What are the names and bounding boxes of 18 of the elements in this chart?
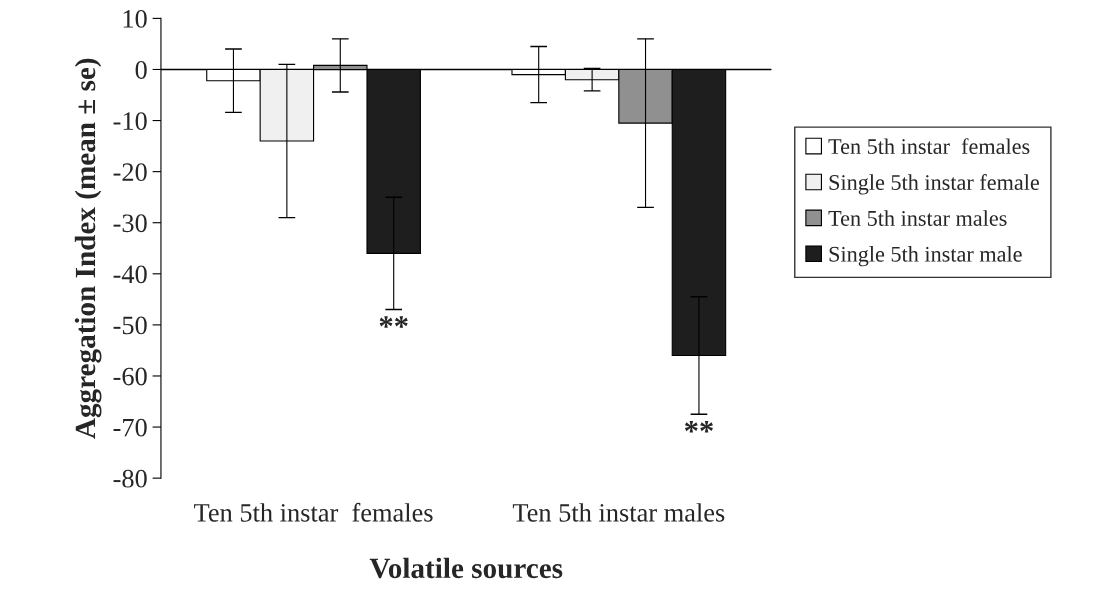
y-tick-label: -60 <box>113 367 147 386</box>
y-axis-title: Aggregation Index (mean ± se) <box>74 58 102 439</box>
y-tick-label: -70 <box>113 418 147 437</box>
y-tick-label: -40 <box>113 265 147 284</box>
y-tick-label: -20 <box>113 163 147 182</box>
y-tick-label: 0 <box>135 61 147 79</box>
annotation: ** <box>684 420 713 433</box>
y-tick-label: -80 <box>113 469 147 488</box>
legend-label: Single 5th instar female <box>829 174 1040 195</box>
legend-label: Ten 5th instar males <box>828 210 1007 226</box>
y-tick-label: -30 <box>113 214 147 233</box>
y-tick-label: 10 <box>123 10 147 28</box>
legend-label: Ten 5th instar females <box>828 138 1030 155</box>
y-tick-label: -10 <box>113 112 147 130</box>
x-axis-title: Volatile sources <box>369 557 563 579</box>
y-tick-label: -50 <box>113 316 147 335</box>
annotation: ** <box>379 316 408 328</box>
legend-label: Single 5th instar male <box>829 246 1022 267</box>
